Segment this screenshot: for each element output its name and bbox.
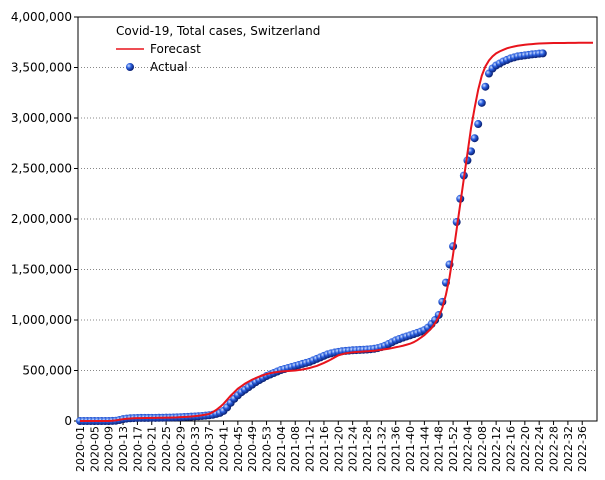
x-tick-label: 2021-40	[404, 426, 417, 472]
data-point	[538, 49, 547, 58]
x-tick-label: 2022-04	[461, 426, 474, 472]
legend-label: Actual	[150, 60, 188, 74]
y-tick-label: 0	[64, 414, 72, 428]
x-tick-label: 2020-45	[232, 426, 245, 472]
x-tick-label: 2020-53	[261, 426, 274, 472]
x-tick-label: 2021-12	[304, 426, 317, 472]
x-tick-label: 2021-36	[390, 426, 403, 472]
x-tick-label: 2021-28	[361, 426, 374, 472]
forecast-line	[80, 41, 593, 422]
x-tick-label: 2020-13	[117, 426, 130, 472]
x-tick-label: 2020-37	[203, 426, 216, 472]
x-tick-label: 2020-09	[103, 426, 116, 472]
x-tick-label: 2020-21	[146, 426, 159, 472]
y-tick-label: 2,000,000	[11, 212, 72, 226]
chart-title: Covid-19, Total cases, Switzerland	[116, 24, 320, 38]
x-tick-label: 2022-32	[562, 426, 575, 472]
y-tick-label: 500,000	[22, 364, 72, 378]
x-tick-label: 2020-05	[88, 426, 101, 472]
x-tick-label: 2022-20	[519, 426, 532, 472]
y-tick-label: 4,000,000	[11, 10, 72, 24]
x-tick-label: 2021-44	[418, 426, 431, 472]
x-tick-label: 2022-12	[490, 426, 503, 472]
x-tick-label: 2020-29	[174, 426, 187, 472]
x-tick-label: 2022-08	[476, 426, 489, 472]
legend-label: Forecast	[150, 42, 201, 56]
y-tick-label: 3,000,000	[11, 111, 72, 125]
legend-swatch	[126, 63, 134, 71]
x-tick-label: 2020-25	[160, 426, 173, 472]
x-tick-label: 2021-32	[375, 426, 388, 472]
x-tick-label: 2020-01	[74, 426, 87, 472]
x-tick-label: 2021-20	[332, 426, 345, 472]
x-tick-label: 2021-08	[289, 426, 302, 472]
x-tick-label: 2020-17	[131, 426, 144, 472]
x-tick-label: 2021-24	[347, 426, 360, 472]
x-tick-label: 2022-28	[548, 426, 561, 472]
x-tick-label: 2020-41	[217, 426, 230, 472]
x-tick-label: 2022-36	[576, 426, 589, 472]
x-tick-label: 2021-48	[433, 426, 446, 472]
x-tick-label: 2020-49	[246, 426, 259, 472]
x-tick-label: 2021-16	[318, 426, 331, 472]
x-tick-label: 2022-16	[504, 426, 517, 472]
x-tick-label: 2021-04	[275, 426, 288, 472]
data-point	[481, 82, 490, 91]
x-tick-label: 2020-33	[189, 426, 202, 472]
data-point	[474, 120, 483, 129]
data-point	[470, 134, 479, 143]
y-tick-label: 1,500,000	[11, 263, 72, 277]
x-tick-label: 2021-52	[447, 426, 460, 472]
data-point	[467, 147, 476, 156]
y-tick-label: 3,500,000	[11, 61, 72, 75]
y-tick-label: 2,500,000	[11, 162, 72, 176]
y-tick-label: 1,000,000	[11, 313, 72, 327]
data-point	[477, 98, 486, 107]
x-tick-label: 2022-24	[533, 426, 546, 472]
